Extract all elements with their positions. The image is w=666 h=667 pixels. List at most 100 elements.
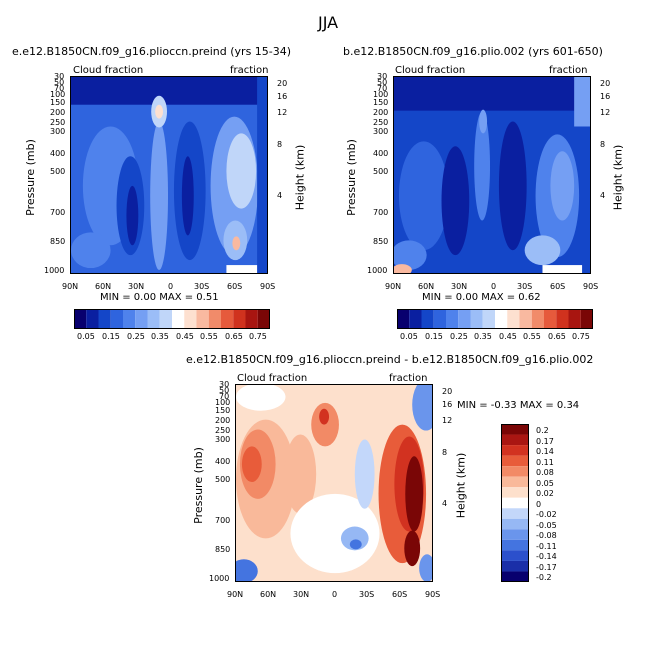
panel1-y-tick-30: 30 — [54, 72, 65, 81]
panel1-x-tick-60n: 60N — [95, 282, 112, 291]
panel3-tropics-lower — [290, 493, 380, 574]
panel2-cb-0 — [397, 309, 410, 329]
panel2-cb-label-2: 0.25 — [450, 332, 468, 341]
panel2-cb-label-1: 0.15 — [425, 332, 443, 341]
panel1-y2-tick-8: 8 — [277, 140, 283, 149]
panel3-cb-5 — [501, 476, 529, 488]
panel3-cb-label-12: -0.14 — [536, 552, 557, 561]
panel3-cb-4 — [501, 466, 529, 477]
panel1-cb-label-5: 0.55 — [200, 332, 218, 341]
panel1-cb-15 — [257, 309, 270, 329]
panel3-cb-label-3: 0.11 — [536, 458, 554, 467]
panel3-cb-frame — [501, 424, 529, 582]
panel1-subtropic-n-core — [126, 185, 139, 246]
panel2-pole-s — [574, 77, 590, 127]
panel3-cb-label-9: -0.05 — [536, 521, 557, 530]
panel2-cb-frame — [397, 309, 593, 329]
panel1-x-tick-90s: 90S — [260, 282, 276, 291]
panel3-cb-label-5: 0.05 — [536, 479, 554, 488]
panel3-title: e.e12.B1850CN.f09_g16.plioccn.preind - b… — [186, 353, 594, 366]
panel2-y-tick-400: 400 — [373, 149, 389, 158]
panel3-colorbar — [501, 424, 529, 582]
panel3-y2-tick-20: 20 — [442, 387, 453, 396]
panel1-itcz — [150, 121, 169, 271]
panel2-x-tick-30s: 30S — [517, 282, 533, 291]
panel2-cb-label-6: 0.65 — [548, 332, 566, 341]
panel2-y2-tick-4: 4 — [600, 191, 606, 200]
panel3-cb-label-8: -0.02 — [536, 510, 557, 519]
panel3-itcz-upper — [311, 402, 339, 447]
panel3-ylabel: Pressure (mb) — [191, 447, 205, 524]
panel2-itcz-peak — [479, 109, 488, 134]
panel3-y-tick-500: 500 — [215, 475, 231, 484]
panel2-cb-9 — [507, 309, 520, 329]
panel3-cb-label-10: -0.08 — [536, 531, 557, 540]
panel2-x-tick-30n: 30N — [451, 282, 468, 291]
panel3-y-tick-400: 400 — [215, 457, 231, 466]
panel2-cb-11 — [531, 309, 544, 329]
panel2-cb-13 — [556, 309, 569, 329]
panel3-boundary-n-neg — [236, 559, 258, 581]
panel3-plot — [235, 384, 433, 582]
panel3-cb-2 — [501, 445, 529, 456]
panel3-y2-tick-12: 12 — [442, 416, 453, 425]
panel3-cb-label-13: -0.17 — [536, 563, 557, 572]
panel3-cb-label-1: 0.17 — [536, 437, 554, 446]
panel1-cb-label-4: 0.45 — [176, 332, 194, 341]
panel2-cb-label-5: 0.55 — [523, 332, 541, 341]
panel1-y-tick-500: 500 — [50, 167, 66, 176]
panel2-y-tick-70: 70 — [377, 84, 388, 93]
panel3-cb-label-14: -0.2 — [536, 573, 552, 582]
panel2-left-region — [398, 141, 449, 251]
panel1-plot — [70, 76, 268, 274]
panel2-ylabel: Pressure (mb) — [344, 139, 358, 216]
panel3-cb-label-2: 0.14 — [536, 447, 554, 456]
panel3-x-tick-30n: 30N — [293, 590, 310, 599]
panel3-cb-8 — [501, 508, 529, 519]
panel3-y-tick-50: 50 — [219, 386, 230, 395]
panel3-x-tick-60s: 60S — [392, 590, 408, 599]
panel1-y-tick-70: 70 — [54, 84, 65, 93]
figure-title: JJA — [318, 13, 339, 32]
panel3-cb-7 — [501, 497, 529, 509]
panel2-cb-14 — [568, 309, 581, 329]
panel1-y-tick-250: 250 — [50, 118, 66, 127]
panel3-y-tick-200: 200 — [215, 416, 231, 425]
panel1-y-tick-50: 50 — [54, 78, 65, 87]
panel1-low-cloud-peak — [232, 236, 241, 251]
panel2-x-tick-0: 0 — [491, 282, 497, 291]
panel3-midlat-n-peak — [241, 446, 262, 483]
panel2-y-tick-100: 100 — [373, 90, 389, 99]
panel2-southern-storm-core — [550, 151, 575, 221]
panel2-cb-15 — [580, 309, 593, 329]
panel1-cb-12 — [221, 309, 234, 329]
panel1-boundary-n — [71, 232, 111, 269]
panel3-antarctic-neg — [419, 554, 432, 581]
panel3-southern-pos-peak — [405, 456, 424, 532]
panel2-x-tick-90n: 90N — [385, 282, 402, 291]
panel2-cb-label-3: 0.35 — [474, 332, 492, 341]
panel1-x-tick-30n: 30N — [128, 282, 145, 291]
panel2-cb-label-7: 0.75 — [572, 332, 590, 341]
panel3-y-tick-100: 100 — [215, 398, 231, 407]
panel3-cb-1 — [501, 434, 529, 446]
panel3-cb-12 — [501, 550, 529, 561]
panel2-x-tick-60s: 60S — [550, 282, 566, 291]
panel2-y2-tick-12: 12 — [600, 108, 611, 117]
panel1-cb-7 — [159, 309, 172, 329]
panel3-left-label: Cloud fraction — [237, 373, 308, 384]
panel2-y-tick-500: 500 — [373, 167, 389, 176]
panel3-cb-6 — [501, 487, 529, 498]
panel3-cb-10 — [501, 529, 529, 540]
panel2-y2-tick-8: 8 — [600, 140, 606, 149]
panel3-y-tick-1000: 1000 — [209, 574, 230, 583]
panel2-antarctic — [542, 265, 583, 273]
panel2-top-band — [394, 77, 590, 111]
panel1-cb-label-3: 0.35 — [151, 332, 169, 341]
panel1-y2-tick-20: 20 — [277, 79, 288, 88]
panel1-cb-6 — [147, 309, 160, 329]
panel2-y2-tick-20: 20 — [600, 79, 611, 88]
panel1-y-tick-100: 100 — [50, 90, 66, 99]
panel2-cb-10 — [519, 309, 532, 329]
